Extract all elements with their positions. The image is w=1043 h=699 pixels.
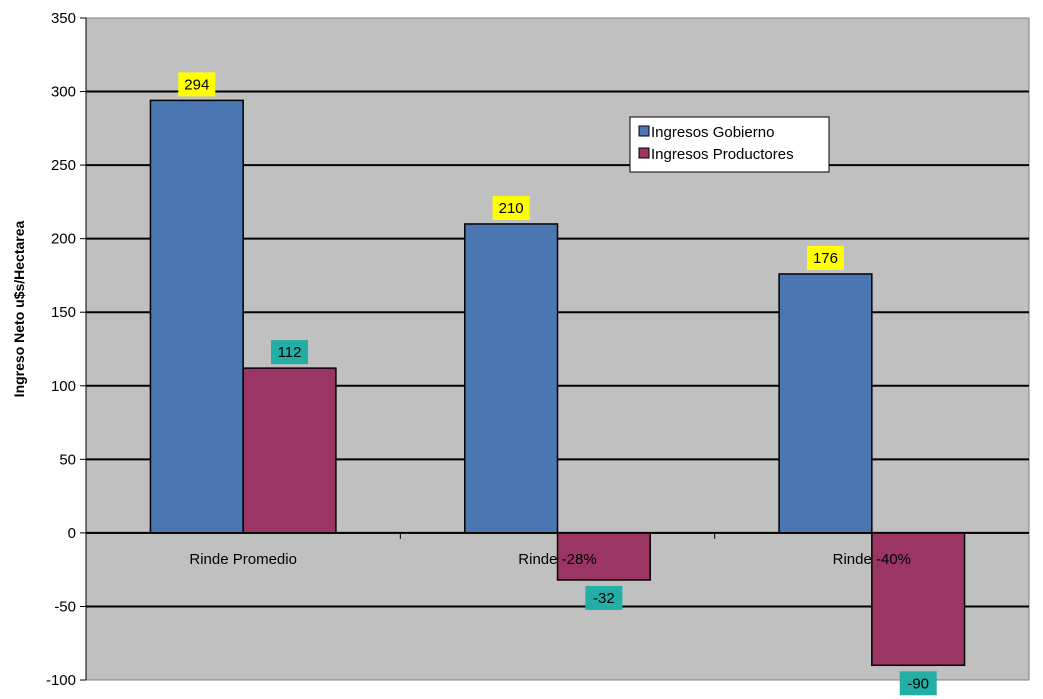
y-tick-label: 50 [59, 451, 76, 468]
data-label: 210 [499, 200, 524, 217]
y-tick-label: 100 [51, 378, 76, 395]
y-tick-label: 350 [51, 10, 76, 27]
bar-productores [242, 367, 337, 534]
data-label: -90 [907, 675, 929, 692]
legend: Ingresos Gobierno Ingresos Productores [629, 116, 830, 173]
legend-swatch [638, 125, 650, 137]
legend-entry: Ingresos Productores [651, 146, 794, 163]
data-label-bg [585, 585, 623, 610]
category-label: Rinde Promedio [189, 551, 297, 568]
data-label-bg [271, 340, 309, 365]
y-axis-label: Ingreso Neto u$s/Hectarea [11, 220, 27, 397]
y-tick-label: -100 [46, 672, 76, 689]
bar-productores [556, 532, 651, 581]
bars [149, 99, 966, 667]
data-label: 176 [813, 250, 838, 267]
data-label-bg [806, 245, 844, 270]
y-tick-label: 0 [68, 525, 76, 542]
data-label-bg [492, 195, 530, 220]
category-label: Rinde -40% [833, 551, 911, 568]
y-tick-label: 150 [51, 304, 76, 321]
y-tick-label: 300 [51, 84, 76, 101]
data-label-bg [899, 671, 937, 696]
bar-productores [871, 532, 966, 667]
legend-entry: Ingresos Gobierno [651, 124, 774, 141]
legend-box [629, 116, 830, 173]
y-tick-label: 250 [51, 157, 76, 174]
data-label: 112 [278, 344, 302, 361]
bar-gobierno [149, 99, 244, 534]
data-label: -32 [593, 590, 615, 607]
category-labels: Rinde Promedio Rinde -28% Rinde -40% [86, 532, 1029, 568]
legend-swatch [638, 147, 650, 159]
bar-gobierno [778, 273, 873, 534]
y-tick-label: 200 [51, 231, 76, 248]
y-tick-label: -50 [54, 598, 76, 615]
data-label-bg [178, 72, 216, 97]
category-label: Rinde -28% [518, 551, 596, 568]
y-axis: 350 300 250 200 150 100 50 0 -50 -100 [46, 10, 87, 689]
bar-gobierno [464, 223, 559, 534]
data-labels: 294 112 210 -32 176 -90 [178, 72, 937, 696]
data-label: 294 [184, 76, 209, 93]
